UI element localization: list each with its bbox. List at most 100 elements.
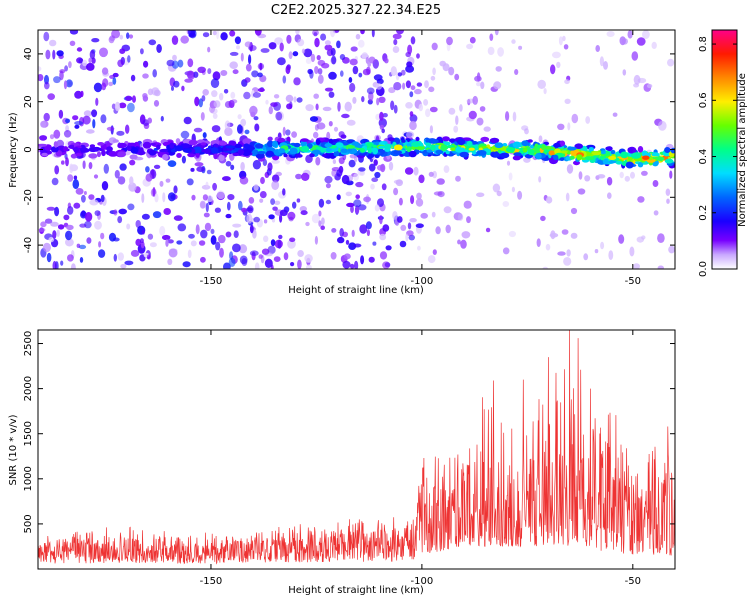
- heatmap-band-cell: [408, 150, 417, 158]
- heatmap-band-cell: [108, 151, 118, 157]
- heatmap-noise-cell: [141, 229, 146, 235]
- heatmap-band-cell: [218, 154, 225, 162]
- heatmap-noise-cell: [585, 116, 591, 124]
- heatmap-noise-cell: [230, 99, 238, 104]
- heatmap-noise-cell: [270, 102, 278, 107]
- heatmap-noise-cell: [113, 209, 118, 216]
- heatmap-noise-cell: [472, 95, 479, 105]
- heatmap-band-cell: [309, 153, 315, 158]
- heatmap-noise-cell: [469, 36, 476, 44]
- heatmap-noise-cell: [91, 109, 98, 118]
- heatmap-noise-cell: [393, 104, 398, 114]
- heatmap-noise-cell: [273, 94, 280, 99]
- heatmap-noise-cell: [325, 183, 331, 189]
- heatmap-noise-cell: [82, 115, 91, 125]
- heatmap-noise-cell: [69, 40, 76, 46]
- heatmap-noise-cell: [483, 126, 491, 132]
- heatmap-noise-cell: [252, 92, 261, 98]
- snr-y-tick-label: 2500: [23, 331, 34, 356]
- heatmap-noise-cell: [152, 186, 156, 197]
- heatmap-noise-cell: [72, 179, 80, 190]
- heatmap-band-cell: [393, 144, 403, 151]
- heatmap-noise-cell: [603, 61, 608, 70]
- heatmap-noise-cell: [65, 238, 74, 247]
- heatmap-band-cell: [348, 147, 352, 152]
- heatmap-noise-cell: [633, 263, 640, 269]
- heatmap-noise-cell: [485, 227, 491, 233]
- heatmap-noise-cell: [267, 136, 273, 142]
- heatmap-band-cell: [600, 150, 606, 155]
- heatmap-noise-cell: [318, 198, 325, 208]
- heatmap-noise-cell: [368, 56, 376, 64]
- heatmap-band-cell: [203, 148, 211, 154]
- heatmap-band-cell: [340, 148, 349, 153]
- heatmap-band-cell: [387, 137, 395, 142]
- heatmap-noise-cell: [165, 239, 169, 247]
- heatmap-noise-cell: [405, 65, 415, 73]
- heatmap-noise-cell: [43, 112, 50, 122]
- heatmap-noise-cell: [67, 202, 72, 209]
- heatmap-noise-cell: [424, 80, 429, 89]
- heatmap-noise-cell: [195, 224, 200, 235]
- heatmap-noise-cell: [435, 226, 441, 235]
- heatmap-noise-cell: [600, 241, 605, 250]
- heatmap-noise-cell: [358, 72, 363, 78]
- heatmap-x-label: Height of straight line (km): [288, 285, 424, 296]
- colorbar-tick-label: 0.8: [698, 36, 709, 52]
- heatmap-noise-cell: [339, 54, 346, 60]
- heatmap-noise-cell: [161, 234, 171, 241]
- heatmap-band-cell: [610, 149, 616, 155]
- heatmap-band-cell: [641, 150, 648, 157]
- heatmap-noise-cell: [187, 58, 194, 68]
- heatmap-noise-cell: [100, 194, 105, 203]
- heatmap-noise-cell: [417, 245, 421, 251]
- heatmap-noise-cell: [624, 175, 630, 182]
- heatmap-noise-cell: [42, 242, 52, 253]
- heatmap-noise-cell: [238, 200, 243, 211]
- heatmap-noise-cell: [303, 48, 313, 58]
- heatmap-noise-cell: [562, 35, 566, 42]
- heatmap-noise-cell: [249, 250, 259, 256]
- heatmap-noise-cell: [58, 109, 64, 119]
- heatmap-noise-cell: [232, 69, 239, 75]
- heatmap-band-cell: [117, 142, 127, 148]
- heatmap-noise-cell: [46, 252, 52, 263]
- heatmap-band-cell: [41, 152, 48, 157]
- heatmap-noise-cell: [668, 245, 675, 254]
- heatmap-noise-cell: [388, 161, 394, 171]
- heatmap-noise-cell: [237, 124, 243, 134]
- heatmap-noise-cell: [168, 248, 178, 258]
- heatmap-noise-cell: [358, 167, 366, 172]
- heatmap-noise-cell: [397, 216, 403, 223]
- heatmap-band-cell: [272, 140, 278, 148]
- heatmap-noise-cell: [259, 191, 267, 199]
- heatmap-x-tick-label: -150: [200, 276, 223, 287]
- heatmap-band-cell: [502, 143, 508, 147]
- heatmap-band-cell: [468, 147, 475, 151]
- heatmap-noise-cell: [198, 98, 203, 108]
- heatmap-noise-cell: [204, 222, 212, 232]
- heatmap-noise-cell: [113, 253, 118, 262]
- heatmap-noise-cell: [117, 252, 125, 261]
- heatmap-noise-cell: [88, 194, 95, 201]
- heatmap-noise-cell: [375, 83, 383, 90]
- heatmap-noise-cell: [80, 90, 84, 98]
- heatmap-noise-cell: [324, 44, 333, 51]
- heatmap-x-tick-label: -50: [625, 276, 641, 287]
- heatmap-noise-cell: [279, 42, 284, 52]
- heatmap-noise-cell: [202, 32, 210, 38]
- heatmap-noise-cell: [374, 204, 380, 212]
- heatmap-noise-cell: [344, 101, 352, 112]
- heatmap-noise-cell: [630, 171, 635, 179]
- heatmap-band-cell: [94, 147, 99, 152]
- heatmap-noise-cell: [397, 72, 403, 77]
- heatmap-noise-cell: [181, 155, 186, 164]
- heatmap-noise-cell: [657, 233, 665, 244]
- heatmap-noise-cell: [180, 130, 190, 139]
- heatmap-noise-cell: [117, 59, 124, 68]
- heatmap-noise-cell: [114, 169, 120, 179]
- heatmap-noise-cell: [299, 206, 307, 212]
- heatmap-noise-cell: [382, 224, 390, 232]
- heatmap-noise-cell: [405, 80, 411, 89]
- heatmap-noise-cell: [125, 124, 130, 134]
